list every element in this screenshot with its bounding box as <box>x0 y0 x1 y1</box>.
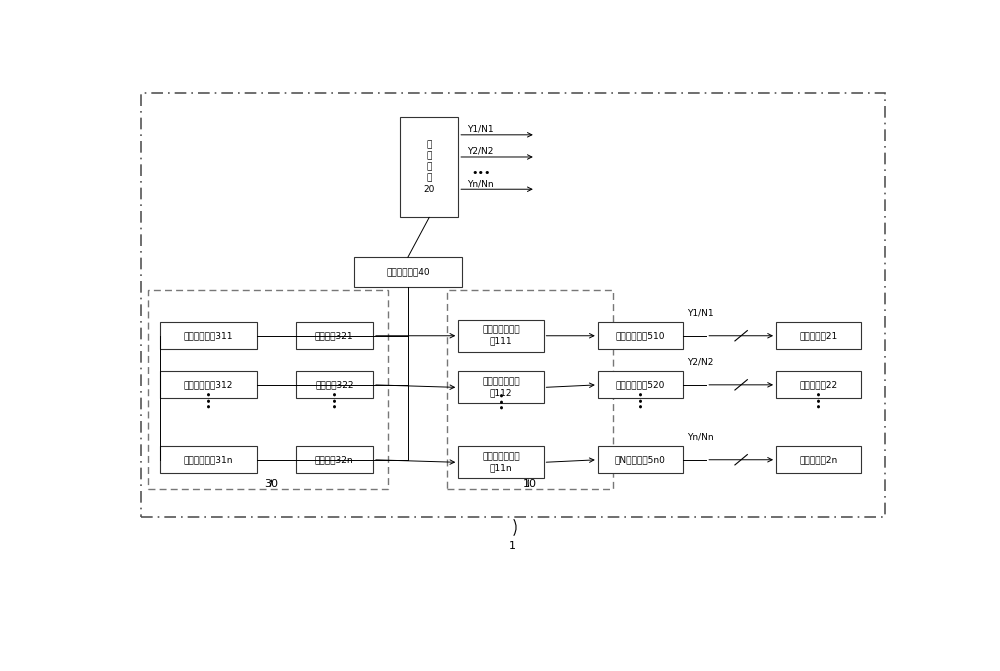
Text: 第一数据处理模
块111: 第一数据处理模 块111 <box>482 325 520 346</box>
Bar <box>776 372 861 399</box>
Text: 电压转换模块31n: 电压转换模块31n <box>184 455 233 464</box>
Text: 30: 30 <box>264 478 278 488</box>
Bar <box>354 257 462 287</box>
Bar <box>148 290 388 488</box>
Text: Y2/N2: Y2/N2 <box>687 358 713 367</box>
Text: •••: ••• <box>635 388 645 407</box>
Text: 1: 1 <box>509 541 516 550</box>
Bar <box>140 93 885 517</box>
Text: 第二外设接口520: 第二外设接口520 <box>616 380 665 389</box>
Text: 第一外设接口510: 第一外设接口510 <box>616 331 665 340</box>
Bar <box>296 446 373 473</box>
Text: 供电控制模块40: 供电控制模块40 <box>386 268 430 276</box>
Text: Yn/Nn: Yn/Nn <box>687 433 714 442</box>
Bar <box>776 446 861 473</box>
Text: 电压转换模块312: 电压转换模块312 <box>184 380 233 389</box>
Text: •••: ••• <box>203 388 213 407</box>
Text: 电压转换模块311: 电压转换模块311 <box>184 331 233 340</box>
Text: 10: 10 <box>523 478 537 488</box>
Bar <box>458 446 544 478</box>
Bar <box>447 290 613 488</box>
Bar <box>400 117 458 217</box>
Text: 第三外设备2n: 第三外设备2n <box>800 455 838 464</box>
Bar <box>776 322 861 349</box>
Text: Yn/Nn: Yn/Nn <box>468 179 494 188</box>
Bar <box>160 446 257 473</box>
Text: 第三数据处理模
块11n: 第三数据处理模 块11n <box>482 452 520 472</box>
Text: Y2/N2: Y2/N2 <box>468 147 494 156</box>
Bar <box>598 372 683 399</box>
Bar <box>160 372 257 399</box>
Text: 限流模块32n: 限流模块32n <box>315 455 354 464</box>
Bar <box>296 322 373 349</box>
Bar <box>160 322 257 349</box>
Bar <box>598 446 683 473</box>
Text: 限流模块322: 限流模块322 <box>315 380 354 389</box>
Bar <box>296 372 373 399</box>
Bar <box>458 320 544 352</box>
Text: 限流模块321: 限流模块321 <box>315 331 354 340</box>
Bar <box>458 372 544 403</box>
Text: 第二数据处理模
块112: 第二数据处理模 块112 <box>482 377 520 397</box>
Text: Y1/N1: Y1/N1 <box>687 309 714 317</box>
Text: Y1/N1: Y1/N1 <box>468 125 494 134</box>
Text: 监
测
模
块
20: 监 测 模 块 20 <box>423 140 435 194</box>
Text: 第N外设接口5n0: 第N外设接口5n0 <box>615 455 666 464</box>
Text: •••: ••• <box>496 389 506 409</box>
Text: 第一外设备21: 第一外设备21 <box>800 331 838 340</box>
Text: •••: ••• <box>329 388 339 407</box>
Bar <box>598 322 683 349</box>
Text: •••: ••• <box>814 388 824 407</box>
Text: 第二外设备22: 第二外设备22 <box>800 380 838 389</box>
Text: •••: ••• <box>472 168 491 178</box>
